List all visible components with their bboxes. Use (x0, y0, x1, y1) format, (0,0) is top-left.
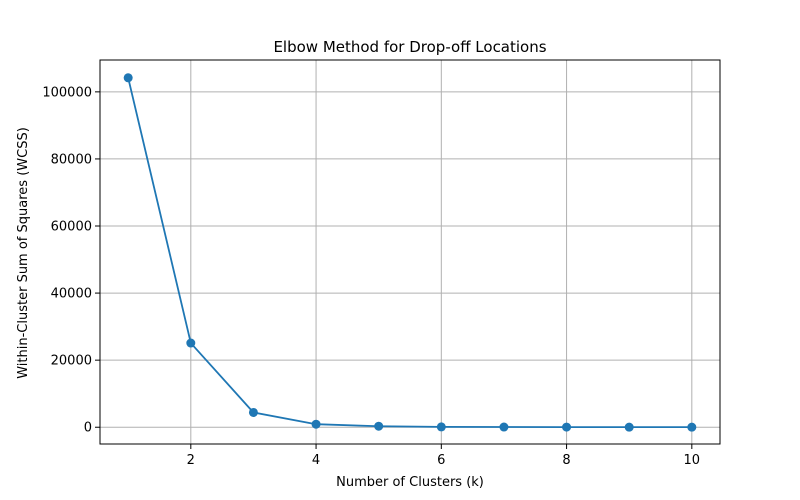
chart-title: Elbow Method for Drop-off Locations (273, 38, 546, 56)
axes-layer (99, 59, 721, 445)
y-tick-label: 60000 (51, 220, 92, 235)
data-point (123, 73, 133, 83)
x-tick-label: 4 (312, 453, 320, 468)
x-tick-label: 6 (437, 453, 445, 468)
data-point (499, 422, 509, 432)
y-tick-label: 20000 (51, 354, 92, 369)
data-point (687, 422, 697, 432)
data-point (436, 422, 446, 432)
y-tick-label: 40000 (51, 287, 92, 302)
x-axis-label: Number of Clusters (k) (336, 475, 484, 490)
series-layer (123, 73, 697, 432)
y-axis-label: Within-Cluster Sum of Squares (WCSS) (16, 127, 31, 379)
plot-frame (99, 59, 721, 445)
x-tick-label: 2 (187, 453, 195, 468)
y-tick-label: 0 (84, 421, 92, 436)
data-point (374, 421, 384, 431)
y-tick-label: 80000 (51, 152, 92, 167)
data-point (562, 422, 572, 432)
ticks-layer: 2 4 6 8 10 0 20000 40000 60000 80000 100000 (42, 85, 700, 468)
y-tick-label: 100000 (42, 85, 92, 100)
series-line (127, 77, 692, 429)
data-point (624, 422, 634, 432)
data-point (248, 407, 258, 417)
x-tick-label: 8 (562, 453, 570, 468)
data-point (186, 338, 196, 348)
x-tick-label: 10 (684, 453, 701, 468)
data-point (311, 419, 321, 429)
grid-layer (100, 60, 720, 444)
